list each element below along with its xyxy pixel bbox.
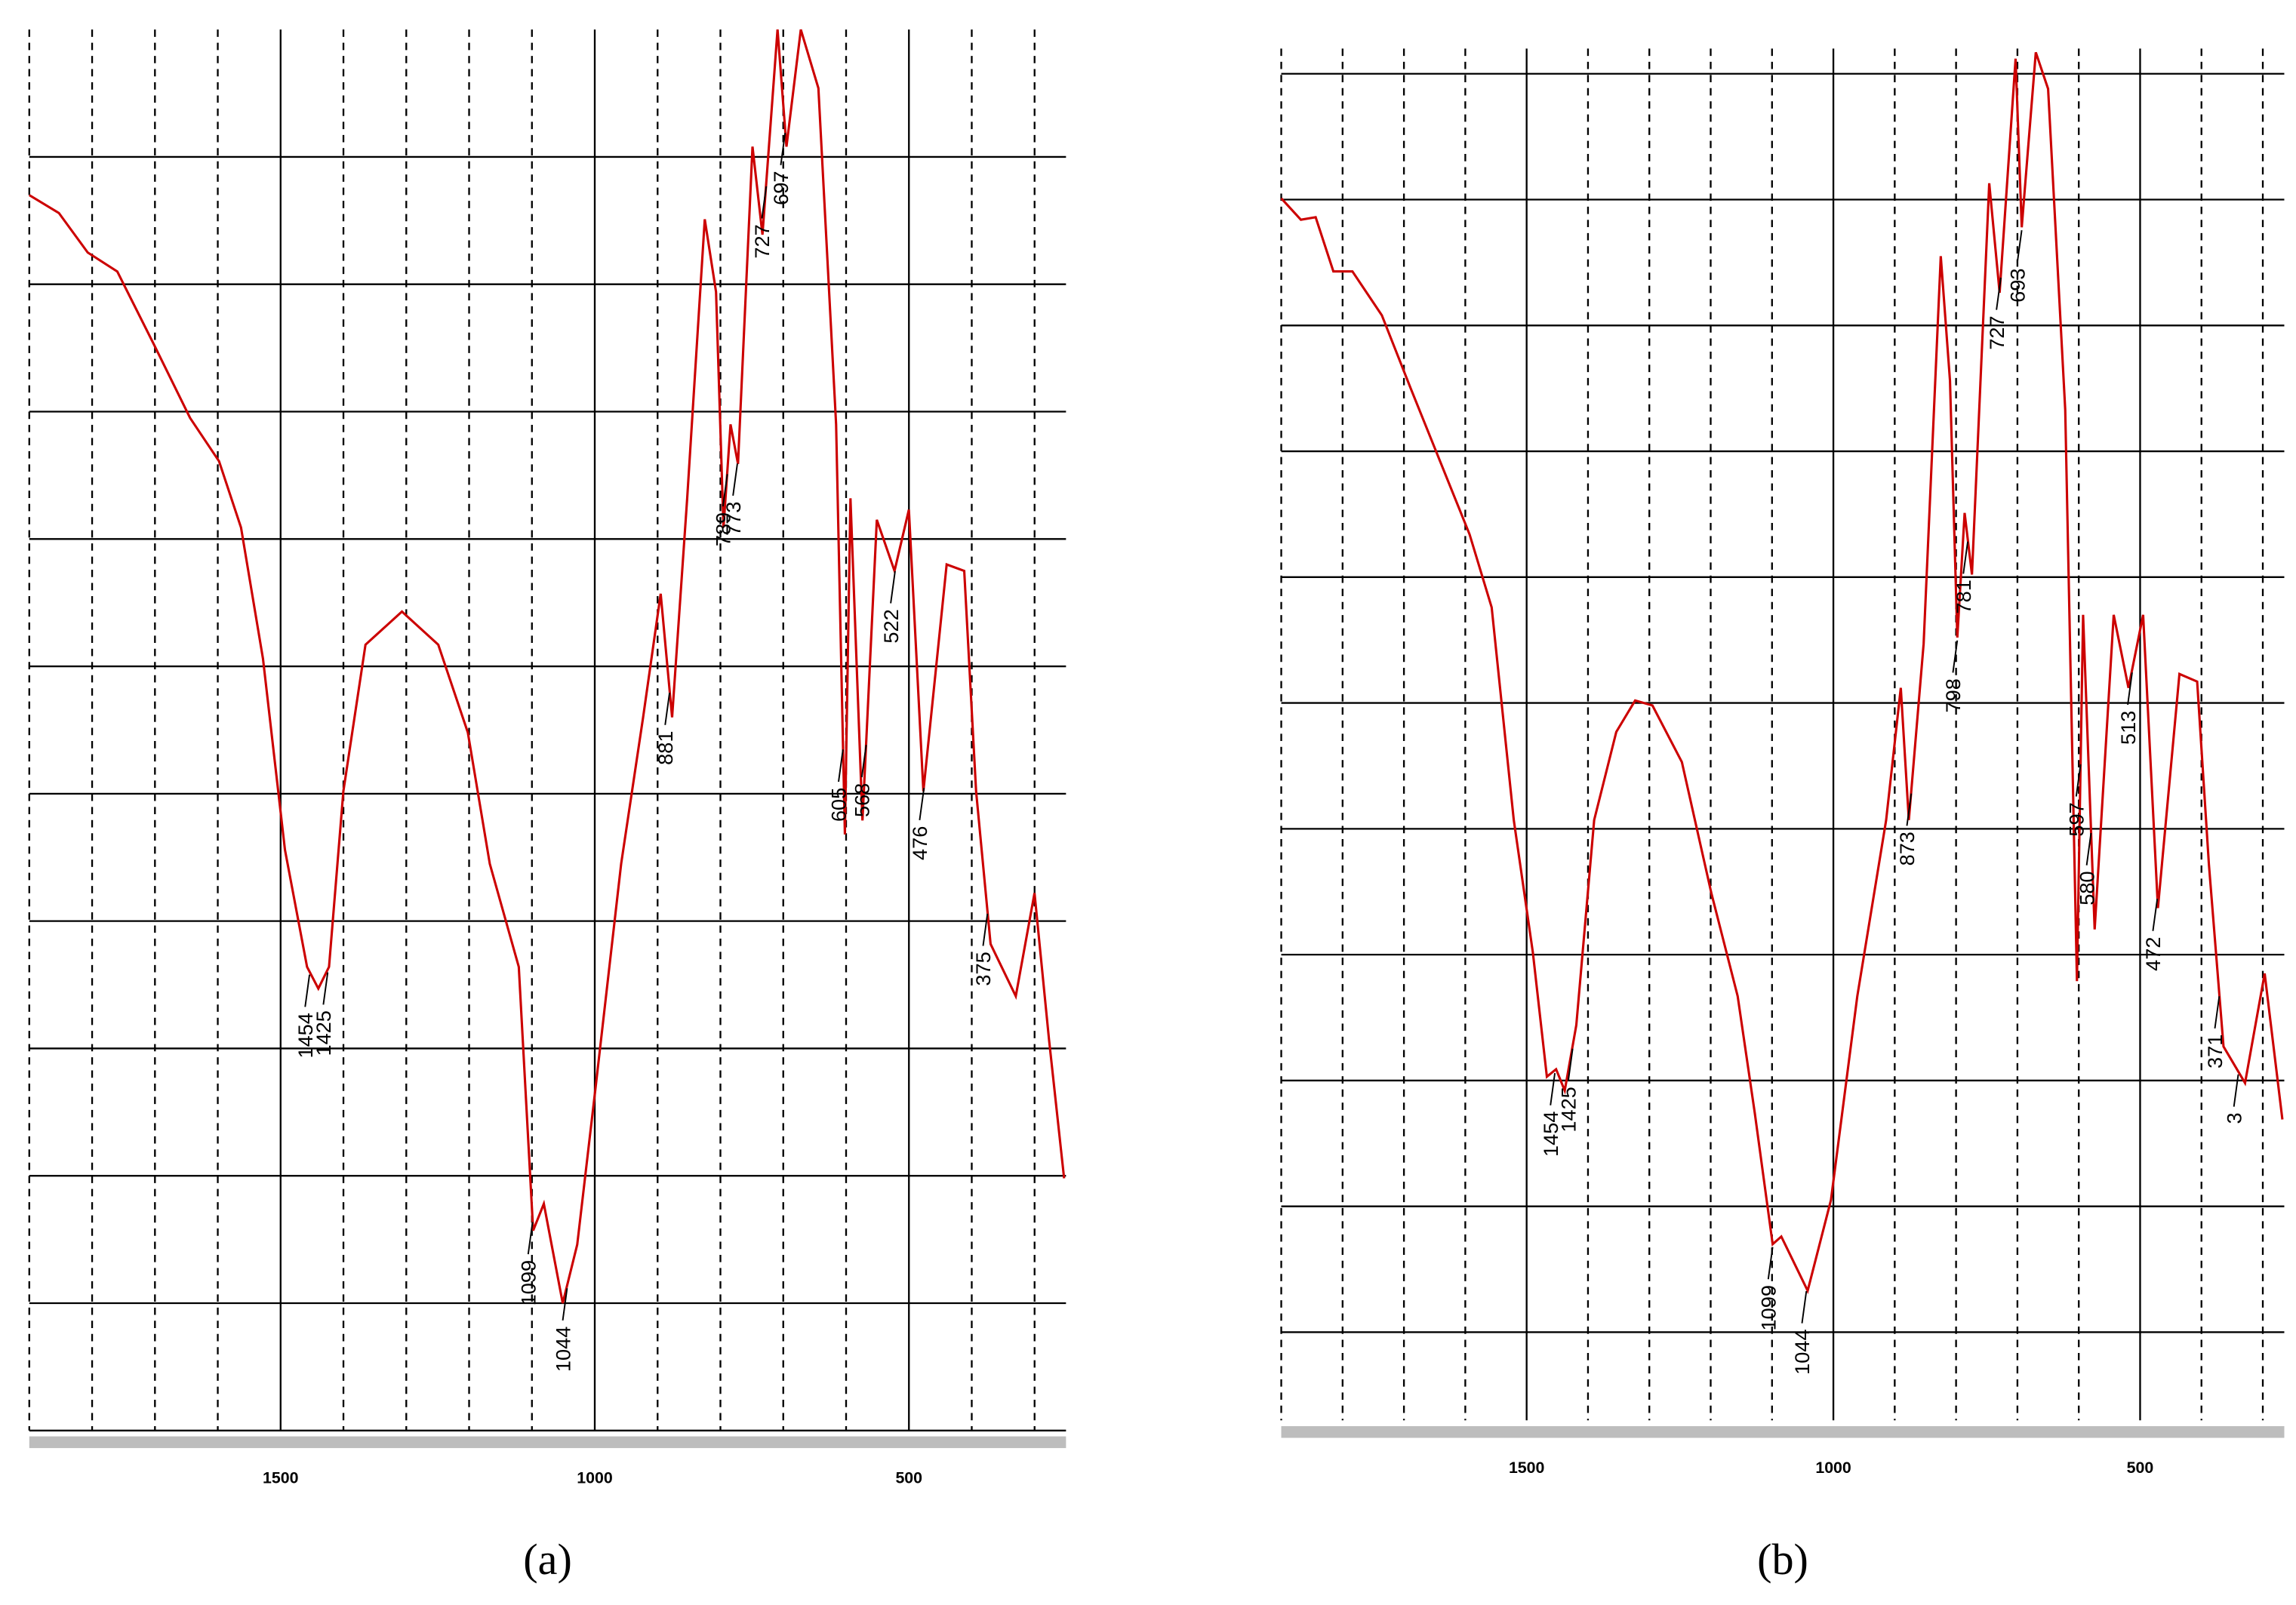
x-tick-label: 1500 (1509, 1459, 1544, 1477)
x-tick-label: 500 (2127, 1459, 2154, 1477)
peak-label: 476 (908, 826, 931, 860)
leader-line (732, 463, 738, 497)
leader-line (919, 788, 925, 821)
x-tick-label: 500 (895, 1469, 922, 1487)
peak-label: 798 (1941, 678, 1965, 712)
peak-label: 697 (769, 171, 793, 205)
leader-line (1952, 640, 1959, 673)
leader-line (562, 1288, 568, 1321)
peak-label: 597 (2065, 802, 2088, 836)
leader-line (2152, 898, 2159, 931)
leader-line (1996, 277, 2002, 310)
peak-label: 1044 (551, 1327, 574, 1372)
leader-line (2075, 764, 2082, 797)
leader-line (1550, 1072, 1556, 1105)
panel-caption: (a) (523, 1535, 572, 1584)
peak-label: 873 (1895, 832, 1919, 866)
spectrum-line (28, 29, 1066, 1304)
leader-line (982, 913, 989, 946)
peak-label: 605 (827, 788, 851, 822)
peak-label: 472 (2141, 937, 2165, 971)
peak-label: 781 (1952, 580, 1975, 613)
x-tick-label: 1000 (1815, 1459, 1851, 1477)
spectrum-line (1280, 51, 2284, 1294)
leader-line (838, 749, 844, 783)
peak-label: 727 (750, 224, 774, 258)
peak-label: 568 (851, 783, 874, 817)
peak-label: 1425 (1557, 1087, 1580, 1132)
leader-line (1962, 541, 1969, 574)
leader-line (2085, 832, 2092, 866)
peak-label: 789 (712, 512, 735, 546)
peak-label: 3 (2222, 1112, 2245, 1124)
scrollbar (29, 1436, 1066, 1449)
peak-label: 1425 (312, 1010, 335, 1056)
leader-line (2233, 1074, 2239, 1107)
peak-label: 1099 (516, 1260, 540, 1305)
peak-label: 693 (2005, 269, 2029, 303)
leader-line (1801, 1290, 1808, 1324)
peak-label: 1044 (1790, 1329, 1814, 1374)
leader-line (722, 474, 728, 507)
peak-label: 1099 (1756, 1285, 1780, 1330)
peak-label: 1454 (1539, 1112, 1562, 1157)
leader-line (2214, 996, 2221, 1029)
leader-line (860, 745, 867, 778)
x-tick-label: 1500 (263, 1469, 298, 1487)
leader-line (890, 570, 896, 604)
leader-line (1567, 1048, 1574, 1081)
peak-label: 773 (722, 502, 745, 536)
leader-line (322, 972, 329, 1005)
peak-label: 1454 (294, 1013, 317, 1058)
peak-label: 513 (2116, 711, 2140, 745)
panel-caption: (b) (1757, 1535, 1808, 1584)
leader-line (2016, 229, 2023, 263)
peak-label: 580 (2075, 871, 2098, 905)
leader-line (527, 1222, 534, 1255)
peak-label: 371 (2203, 1035, 2227, 1068)
leader-line (664, 692, 671, 725)
x-tick-label: 1000 (577, 1469, 612, 1487)
leader-line (304, 974, 311, 1007)
leader-line (780, 133, 786, 165)
leader-line (1906, 793, 1913, 826)
leader-line (761, 186, 768, 219)
peak-label: 522 (879, 609, 903, 643)
scrollbar (1281, 1425, 2285, 1438)
peak-label: 375 (971, 952, 995, 985)
peak-label: 881 (654, 731, 677, 765)
leader-line (2127, 672, 2133, 706)
peak-label: 727 (1985, 315, 2008, 349)
leader-line (1767, 1247, 1774, 1280)
